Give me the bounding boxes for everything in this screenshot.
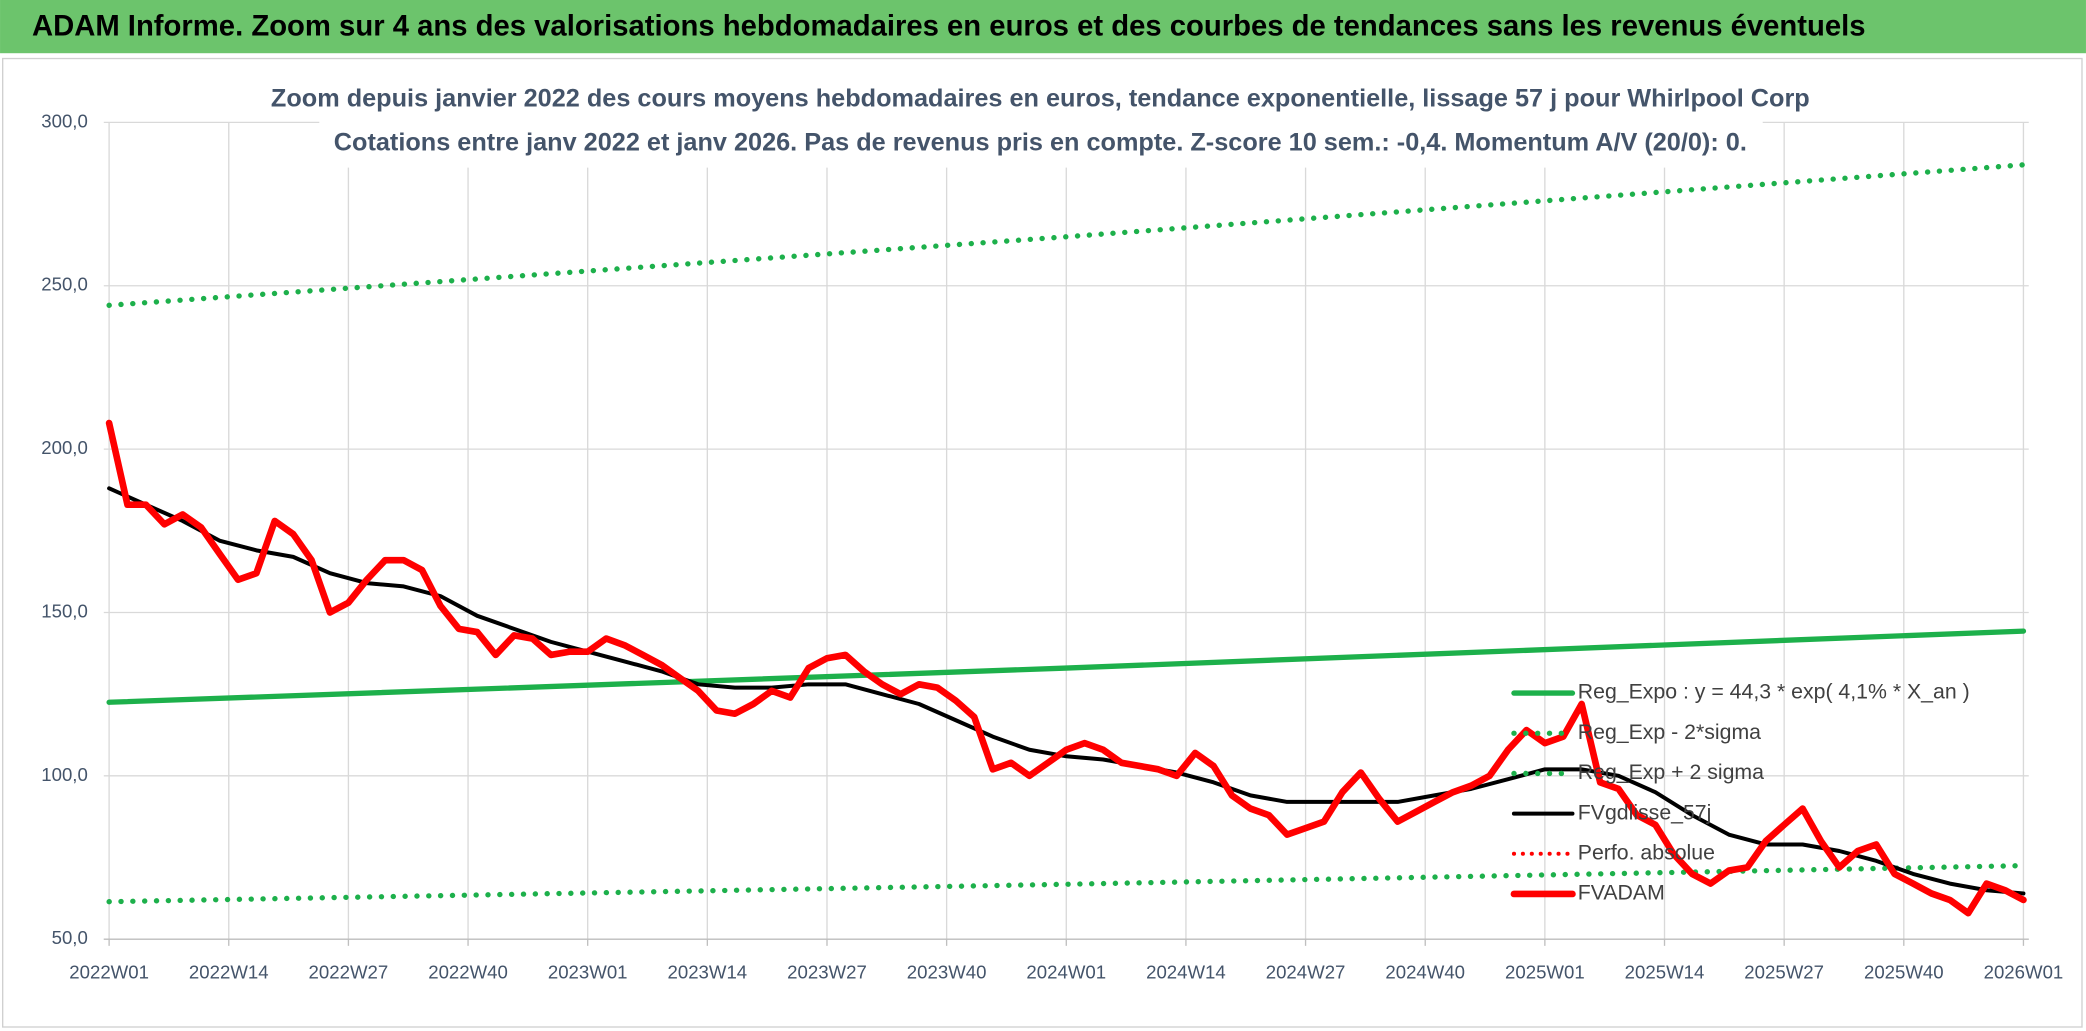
legend-label: Perfo. absolue (1578, 840, 1715, 864)
chart-title: Zoom depuis janvier 2022 des cours moyen… (271, 84, 1810, 112)
x-tick-label: 2022W27 (309, 962, 389, 983)
chart-subtitle: Cotations entre janv 2022 et janv 2026. … (334, 128, 1747, 156)
series-line (105, 419, 2027, 917)
title-backdrop (319, 79, 1763, 168)
y-tick-label: 50,0 (52, 927, 88, 948)
x-tick-label: 2022W40 (428, 962, 508, 983)
x-tick-label: 2025W40 (1864, 962, 1944, 983)
x-tick-label: 2023W40 (907, 962, 987, 983)
x-tick-label: 2022W01 (69, 962, 149, 983)
header-title: ADAM Informe. Zoom sur 4 ans des valoris… (32, 11, 1866, 43)
header-bar (0, 0, 2086, 54)
x-tick-label: 2024W14 (1146, 962, 1226, 983)
x-tick-label: 2025W27 (1744, 962, 1824, 983)
grid: 50,0 100,0 150,0 200,0 250,0 300,0 2022W01 2022… (41, 110, 2063, 982)
y-tick-label: 150,0 (41, 600, 88, 621)
x-tick-label: 2024W01 (1026, 962, 1106, 983)
legend-label: Reg_Expo : y = 44,3 * exp( 4,1% * X_an ) (1578, 680, 1970, 704)
x-tick-label: 2023W27 (787, 962, 867, 983)
legend-label: FVgdlisse_57j (1578, 800, 1712, 824)
legend: Reg_Expo : y = 44,3 * exp( 4,1% * X_an )… (1510, 680, 1970, 905)
x-tick-label: 2023W01 (548, 962, 628, 983)
series-line (106, 862, 2027, 905)
chart-frame (2, 57, 2083, 1028)
series-line (106, 162, 2027, 308)
legend-label: Reg_Exp - 2*sigma (1578, 720, 1761, 744)
y-tick-label: 100,0 (41, 764, 88, 785)
legend-label: FVADAM (1578, 881, 1665, 905)
series-line (107, 486, 2026, 896)
x-tick-label: 2026W01 (1984, 962, 2064, 983)
y-tick-label: 300,0 (41, 110, 88, 131)
series-layer (105, 162, 2027, 917)
x-tick-label: 2022W14 (189, 962, 269, 983)
x-tick-label: 2024W40 (1385, 962, 1465, 983)
x-tick-label: 2024W27 (1266, 962, 1346, 983)
x-tick-label: 2025W14 (1625, 962, 1705, 983)
legend-label: Reg_Exp + 2 sigma (1578, 760, 1764, 784)
y-tick-label: 200,0 (41, 437, 88, 458)
x-tick-label: 2025W01 (1505, 962, 1585, 983)
y-tick-label: 250,0 (41, 274, 88, 295)
x-tick-label: 2023W14 (668, 962, 748, 983)
series-line (106, 628, 2027, 705)
